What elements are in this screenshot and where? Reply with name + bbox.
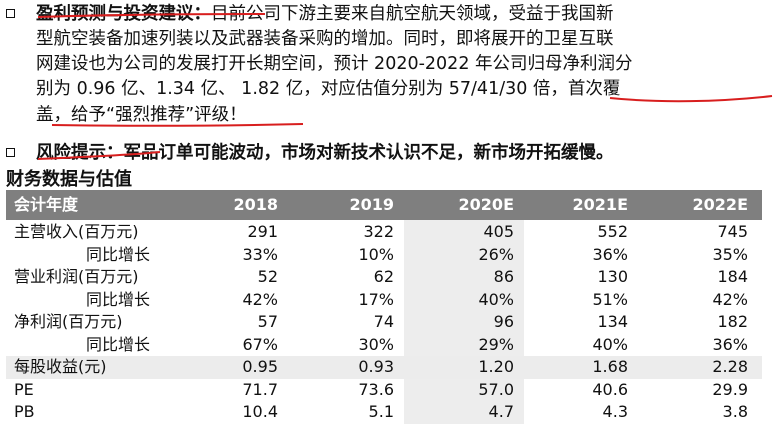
- header-cell-2021e: 2021E: [572, 195, 628, 214]
- risk-line: 风险提示：军品订单可能波动，市场对新技术认识不足，新市场开拓缓慢。: [36, 139, 614, 167]
- cell-2021e: 51%: [592, 289, 628, 309]
- forecast-column-shading: [404, 220, 524, 424]
- table-row: PE 71.7 73.6 57.0 40.6 29.9: [6, 379, 762, 402]
- table-row: 每股收益(元) 0.95 0.93 1.20 1.68 2.28: [6, 356, 762, 379]
- risk-heading: 风险提示：: [36, 143, 124, 163]
- cell-2022e: 29.9: [712, 379, 748, 399]
- cell-2020e: 86: [493, 267, 514, 286]
- cell-2019: 17%: [358, 289, 394, 309]
- cell-2018: 52: [257, 267, 278, 286]
- table-header-row: 会计年度 2018 2019 2020E 2021E 2022E: [6, 190, 762, 220]
- row-label: 同比增长: [86, 244, 151, 264]
- header-cell-2022e: 2022E: [692, 195, 748, 214]
- cell-2019: 5.1: [368, 402, 394, 421]
- cell-2020e: 40%: [478, 289, 514, 309]
- cell-2021e: 40%: [592, 334, 628, 354]
- cell-2019: 322: [363, 222, 394, 241]
- investment-summary-paragraph: 盈利预测与投资建议：目前公司下游主要来自航空航天领域，受益于我国新 型航空装备加…: [6, 0, 774, 130]
- bullet-square-icon: [6, 9, 15, 18]
- cell-2018: 33%: [242, 244, 278, 264]
- table-row: 营业利润(百万元) 52 62 86 130 184: [6, 266, 762, 289]
- cell-2021e: 134: [597, 312, 628, 331]
- row-label: 同比增长: [86, 334, 151, 354]
- cell-2021e: 4.3: [602, 402, 628, 421]
- row-label: 营业利润(百万元): [14, 267, 139, 286]
- row-label: 净利润(百万元): [14, 312, 123, 331]
- cell-2018: 291: [247, 222, 278, 241]
- investment-heading: 盈利预测与投资建议：: [36, 4, 211, 24]
- paragraph-line-1: 盈利预测与投资建议：目前公司下游主要来自航空航天领域，受益于我国新: [36, 0, 614, 28]
- table-row: PB 10.4 5.1 4.7 4.3 3.8: [6, 401, 762, 424]
- paragraph-line-4: 别为 0.96 亿、1.34 亿、 1.82 亿，对应估值分别为 57/41/3…: [36, 79, 621, 99]
- cell-2019: 74: [373, 312, 394, 331]
- header-cell-2019: 2019: [349, 195, 394, 214]
- line-text: 目前公司下游主要来自航空航天领域，受益于我国新: [211, 4, 614, 24]
- risk-warning-paragraph: 风险提示：军品订单可能波动，市场对新技术认识不足，新市场开拓缓慢。: [6, 139, 774, 167]
- cell-2020e: 26%: [478, 244, 514, 264]
- paragraph-line-3: 网建设也为公司的发展打开长期空间，预计 2020-2022 年公司归母净利润分: [36, 54, 633, 74]
- cell-2021e: 40.6: [592, 379, 628, 399]
- cell-2020e: 405: [483, 222, 514, 241]
- header-cell-2018: 2018: [233, 195, 278, 214]
- cell-2019: 30%: [358, 334, 394, 354]
- cell-2022e: 35%: [712, 244, 748, 264]
- row-label: 每股收益(元): [14, 357, 107, 376]
- cell-2022e: 182: [717, 312, 748, 331]
- table-row: 同比增长 42% 17% 40% 51% 42%: [6, 289, 762, 312]
- cell-2020e: 96: [493, 312, 514, 331]
- header-cell-2020e: 2020E: [458, 195, 514, 214]
- cell-2022e: 3.8: [722, 402, 748, 421]
- cell-2021e: 552: [597, 222, 628, 241]
- cell-2021e: 130: [597, 267, 628, 286]
- cell-2018: 42%: [242, 289, 278, 309]
- row-label: PB: [14, 402, 35, 421]
- cell-2020e: 57.0: [478, 379, 514, 399]
- cell-2019: 0.93: [358, 357, 394, 376]
- header-cell-label: 会计年度: [14, 195, 79, 214]
- table-row: 同比增长 33% 10% 26% 36% 35%: [6, 244, 762, 267]
- paragraph-line-5: 盖，给予“强烈推荐”评级！: [36, 105, 247, 125]
- cell-2018: 57: [257, 312, 278, 331]
- cell-2018: 0.95: [242, 357, 278, 376]
- row-label: 主营收入(百万元): [14, 222, 139, 241]
- cell-2021e: 1.68: [592, 357, 628, 376]
- paragraph-line-2: 型航空装备加速列装以及武器装备采购的增加。同时，即将展开的卫星互联: [36, 29, 614, 49]
- cell-2021e: 36%: [592, 244, 628, 264]
- table-row: 主营收入(百万元) 291 322 405 552 745: [6, 221, 762, 244]
- cell-2022e: 745: [717, 222, 748, 241]
- cell-2022e: 36%: [712, 334, 748, 354]
- cell-2022e: 2.28: [712, 357, 748, 376]
- cell-2019: 10%: [358, 244, 394, 264]
- table-row: 净利润(百万元) 57 74 96 134 182: [6, 311, 762, 334]
- row-label: 同比增长: [86, 289, 151, 309]
- table-title: 财务数据与估值: [6, 169, 132, 190]
- risk-text: 军品订单可能波动，市场对新技术认识不足，新市场开拓缓慢。: [123, 143, 614, 163]
- cell-2018: 10.4: [242, 402, 278, 421]
- cell-2018: 67%: [242, 334, 278, 354]
- cell-2022e: 184: [717, 267, 748, 286]
- cell-2020e: 1.20: [478, 357, 514, 376]
- table-row: 同比增长 67% 30% 29% 40% 36%: [6, 334, 762, 357]
- cell-2019: 62: [373, 267, 394, 286]
- bullet-square-icon: [6, 148, 15, 157]
- cell-2019: 73.6: [358, 379, 394, 399]
- row-label: PE: [14, 379, 34, 399]
- cell-2022e: 42%: [712, 289, 748, 309]
- cell-2018: 71.7: [242, 379, 278, 399]
- cell-2020e: 29%: [478, 334, 514, 354]
- cell-2020e: 4.7: [488, 402, 514, 421]
